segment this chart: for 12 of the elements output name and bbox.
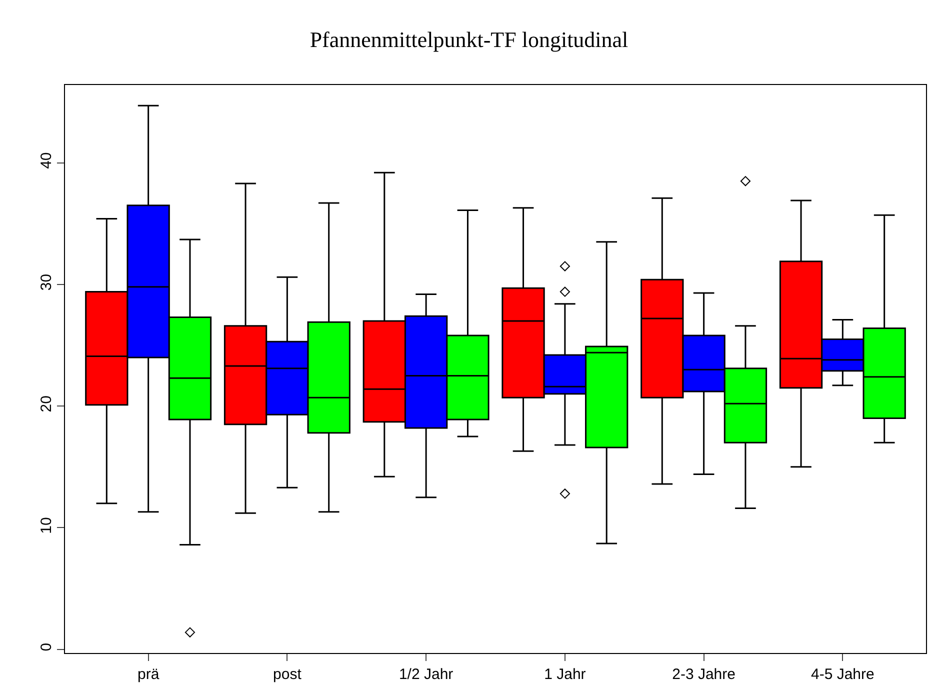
y-tick-label: 10 <box>38 517 55 534</box>
x-tick-label: 1 Jahr <box>544 666 586 683</box>
x-tick-label: 2-3 Jahre <box>672 666 736 683</box>
y-tick-label: 30 <box>38 274 55 291</box>
x-tick-label: 4-5 Jahre <box>810 666 874 683</box>
y-tick-label: 0 <box>38 642 55 652</box>
x-tick-label: 1/2 Jahr <box>398 666 454 683</box>
x-tick-label: post <box>273 666 302 683</box>
y-tick-label: 40 <box>38 152 55 169</box>
x-tick-label: prä <box>137 666 160 683</box>
chart-title: Pfannenmittelpunkt-TF longitudinal <box>310 26 628 52</box>
y-tick-label: 20 <box>38 396 55 412</box>
